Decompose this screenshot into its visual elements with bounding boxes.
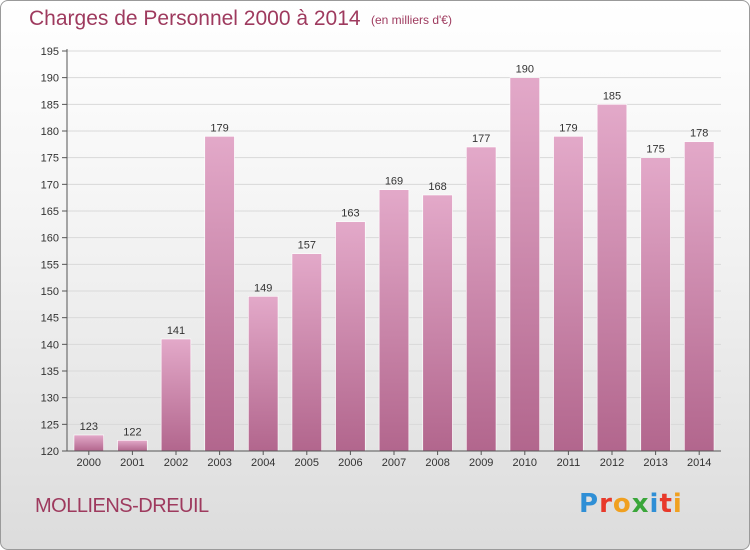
y-tick-label: 170 [41,179,59,191]
y-tick-label: 120 [41,446,59,458]
bar [466,146,497,452]
chart-subtitle: (en milliers d'€) [371,13,452,27]
data-label: 168 [428,181,446,193]
x-tick-label: 2009 [469,457,493,469]
data-label: 149 [254,282,272,294]
data-label: 122 [123,426,141,438]
bar [553,136,584,452]
bar [117,440,148,452]
data-label: 169 [385,176,403,188]
x-tick-label: 2006 [338,457,362,469]
data-label: 123 [80,421,98,433]
data-label: 190 [516,64,534,76]
logo-letter: P [579,489,600,519]
y-tick-label: 160 [41,233,59,245]
bar [640,157,671,452]
commune-name: MOLLIENS-DREUIL [35,495,209,517]
x-tick-label: 2001 [120,457,144,469]
x-tick-label: 2013 [643,457,667,469]
y-tick-label: 190 [41,73,59,85]
x-tick-label: 2004 [251,457,275,469]
chart-title: Charges de Personnel 2000 à 2014 [29,7,361,30]
x-tick-label: 2005 [295,457,319,469]
y-tick-label: 140 [41,339,59,351]
data-label: 177 [472,133,490,145]
x-tick-label: 2012 [600,457,624,469]
axes: 120 125 130 135 140 145 150 155 160 165 170 175 180 1… [41,46,721,469]
y-tick-label: 195 [41,46,59,58]
data-label: 141 [167,325,185,337]
bar [422,194,453,452]
data-label: 157 [298,240,316,252]
x-tick-label: 2000 [77,457,101,469]
logo-letter: x [631,489,650,519]
y-tick-label: 175 [41,153,59,165]
y-tick-label: 150 [41,286,59,298]
y-tick-label: 165 [41,206,59,218]
y-tick-label: 155 [41,259,59,271]
logo-letter: t [659,489,673,519]
y-tick-label: 135 [41,366,59,378]
bars: 123 122 141 179 149 157 163 169 168 177 190 179 185 1… [73,64,715,452]
bar [248,296,279,452]
y-tick-label: 130 [41,393,59,405]
data-label: 179 [559,122,577,134]
bar [378,189,410,452]
logo-letter: o [612,489,632,519]
bar [596,104,628,452]
logo-letter: i [672,489,683,519]
logo-letter: i [649,489,660,519]
bar [204,136,235,452]
y-tick-label: 145 [41,313,59,325]
x-tick-label: 2011 [557,457,581,469]
bar [335,221,366,452]
y-tick-label: 185 [41,99,59,111]
data-label: 175 [646,144,664,156]
data-label: 179 [210,122,228,134]
bar [291,253,322,452]
proxiti-logo: Proxiti [579,489,683,519]
data-label: 185 [603,90,621,102]
bar [684,141,715,452]
data-label: 178 [690,128,708,140]
x-tick-label: 2008 [425,457,449,469]
y-tick-label: 180 [41,126,59,138]
logo-letter: r [599,489,613,519]
y-tick-label: 125 [41,419,59,431]
bar [73,434,104,452]
data-label: 163 [341,208,359,220]
x-tick-label: 2003 [207,457,231,469]
x-tick-label: 2014 [687,457,711,469]
x-tick-label: 2007 [382,457,406,469]
bar [160,338,192,452]
x-tick-label: 2002 [164,457,188,469]
bar [509,77,540,452]
x-tick-label: 2010 [513,457,537,469]
